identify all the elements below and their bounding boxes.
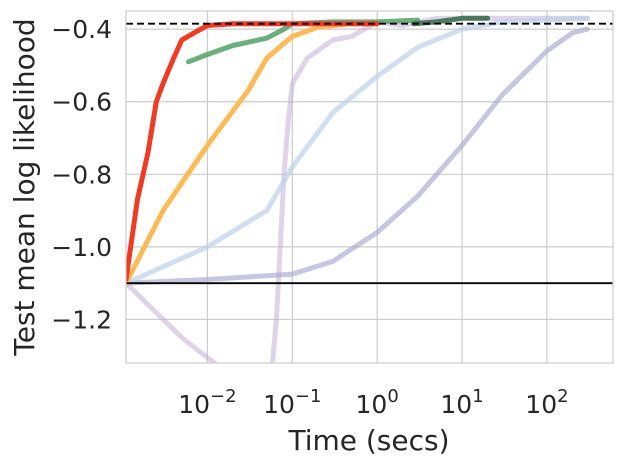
x-tick-label: 10−1: [263, 386, 321, 419]
x-tick-label: 101: [440, 386, 483, 419]
y-tick-label: −0.8: [51, 160, 112, 189]
x-tick-label: 100: [356, 386, 399, 419]
series-line-5: [411, 15, 491, 27]
plot-frame: [125, 10, 614, 364]
y-tick-label: −1.0: [51, 233, 112, 262]
y-tick-label: −1.2: [51, 305, 112, 334]
y-tick-label: −0.6: [51, 88, 112, 117]
reference-lines: [126, 22, 613, 285]
x-axis-label: Time (secs): [287, 424, 449, 457]
y-axis-label: Test mean log likelihood: [8, 18, 41, 356]
series-line-2: [126, 15, 590, 286]
x-tick-label: 102: [525, 386, 568, 419]
plot-background: [126, 11, 613, 363]
series-line-1: [126, 26, 590, 286]
x-tick-labels: 10−2 10−1 100 101 102: [178, 386, 568, 419]
y-tick-labels: −0.4 −0.6 −0.8 −1.0 −1.2: [51, 15, 112, 334]
y-tick-label: −0.4: [51, 15, 112, 44]
grid: [126, 11, 613, 363]
x-tick-label: 10−2: [178, 386, 236, 419]
